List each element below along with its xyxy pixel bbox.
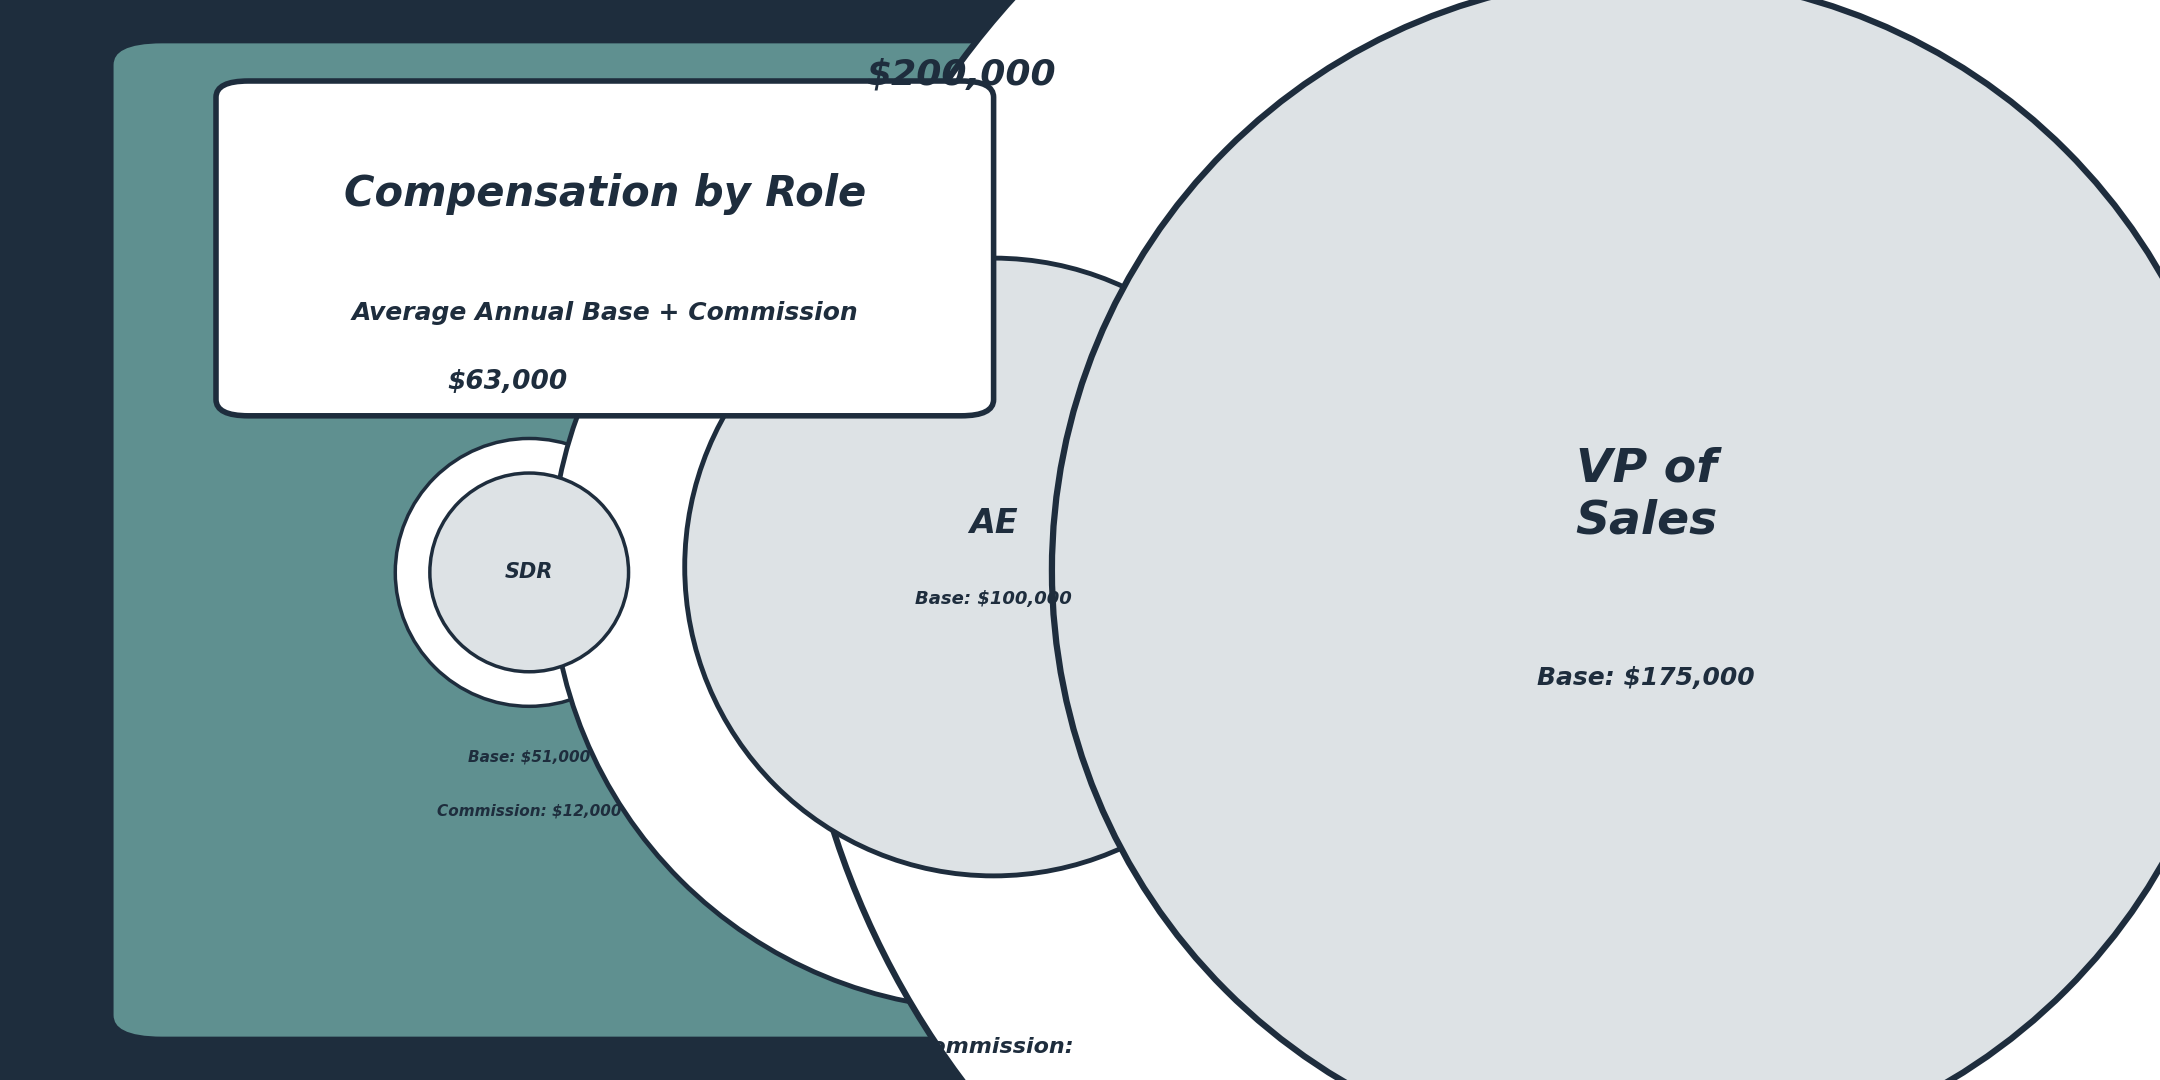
Text: Average Annual Base + Commission: Average Annual Base + Commission bbox=[352, 301, 858, 325]
Text: $200,000: $200,000 bbox=[866, 58, 1056, 92]
Text: Compensation by Role: Compensation by Role bbox=[343, 174, 866, 215]
Text: AE: AE bbox=[970, 508, 1017, 540]
Text: Base: $100,000: Base: $100,000 bbox=[916, 591, 1071, 608]
Text: Commission:: Commission: bbox=[914, 1037, 1074, 1057]
Ellipse shape bbox=[1052, 0, 2160, 1080]
Text: Commission: $12,000: Commission: $12,000 bbox=[436, 804, 622, 819]
Ellipse shape bbox=[430, 473, 629, 672]
Text: $63,000: $63,000 bbox=[447, 369, 568, 395]
Ellipse shape bbox=[551, 124, 1436, 1010]
Ellipse shape bbox=[395, 438, 663, 706]
Ellipse shape bbox=[793, 0, 2160, 1080]
Text: VP of
Sales: VP of Sales bbox=[1575, 446, 1717, 543]
Ellipse shape bbox=[685, 258, 1302, 876]
FancyBboxPatch shape bbox=[216, 81, 994, 416]
FancyBboxPatch shape bbox=[108, 38, 2149, 1042]
Text: Base: $175,000: Base: $175,000 bbox=[1538, 666, 1754, 690]
Text: SDR: SDR bbox=[505, 563, 553, 582]
Text: Base: $51,000: Base: $51,000 bbox=[469, 750, 590, 765]
